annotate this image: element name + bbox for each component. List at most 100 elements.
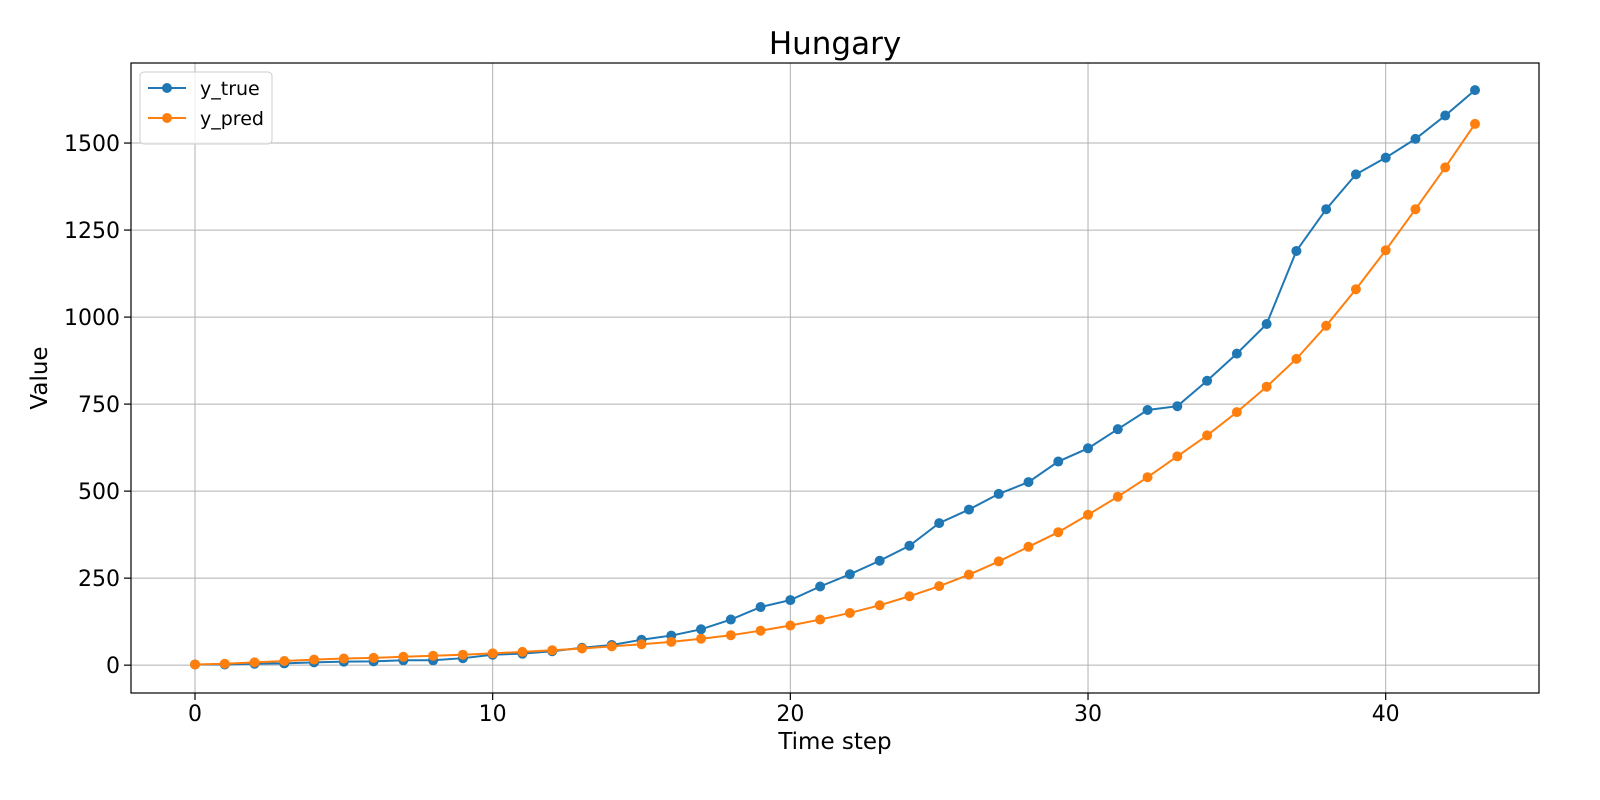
- x-tick-label: 30: [1074, 702, 1102, 727]
- data-point: [1083, 443, 1094, 454]
- data-point: [785, 595, 796, 606]
- data-point: [338, 653, 349, 664]
- data-point: [1231, 348, 1242, 359]
- y-axis-label: Value: [27, 346, 53, 409]
- data-point: [1142, 472, 1153, 483]
- data-point: [874, 555, 885, 566]
- data-point: [1261, 319, 1272, 330]
- data-point: [368, 652, 379, 663]
- data-point: [963, 569, 974, 580]
- data-point: [190, 659, 200, 670]
- y-tick-label: 500: [78, 480, 120, 505]
- data-point: [1350, 284, 1361, 295]
- data-point: [547, 645, 558, 656]
- legend-item-y-true: y_true: [148, 78, 260, 100]
- data-point: [1470, 85, 1480, 96]
- data-point: [1410, 204, 1421, 215]
- data-point: [279, 655, 290, 666]
- data-point: [1053, 527, 1064, 538]
- legend-marker: [162, 83, 172, 93]
- y-tick-label: 0: [106, 654, 120, 679]
- data-point: [1231, 407, 1242, 418]
- data-point: [606, 641, 617, 652]
- data-point: [1142, 405, 1153, 416]
- data-point: [1023, 541, 1034, 552]
- legend-label: y_true: [200, 78, 260, 100]
- x-tick-label: 10: [479, 702, 507, 727]
- data-point: [1112, 491, 1123, 502]
- data-point: [934, 518, 945, 529]
- data-point: [1202, 430, 1213, 441]
- series-y-true: [190, 85, 1480, 670]
- data-point: [1380, 245, 1391, 256]
- legend-label: y_pred: [200, 108, 264, 130]
- series-line: [194, 123, 1476, 666]
- data-point: [755, 625, 766, 636]
- data-point: [1470, 118, 1480, 129]
- data-point: [844, 607, 855, 618]
- data-point: [1321, 204, 1332, 215]
- data-point: [725, 630, 736, 641]
- data-point: [696, 633, 707, 644]
- data-point: [1053, 456, 1064, 467]
- data-point: [428, 650, 439, 661]
- data-point: [1380, 152, 1391, 163]
- data-point: [1321, 320, 1332, 331]
- legend-item-y-pred: y_pred: [148, 108, 264, 130]
- axis-ticks: 0 10 20 30 40 0 250 500 750 1000 1250 1500: [64, 132, 1400, 727]
- data-point: [666, 636, 677, 647]
- data-point: [1023, 477, 1034, 488]
- data-point: [1202, 375, 1213, 386]
- data-point: [1440, 162, 1451, 173]
- data-point: [874, 600, 885, 611]
- data-point: [576, 643, 587, 654]
- data-point: [844, 569, 855, 580]
- y-tick-label: 1250: [64, 219, 120, 244]
- x-tick-label: 20: [776, 702, 804, 727]
- data-point: [398, 651, 409, 662]
- data-point: [487, 648, 498, 659]
- data-point: [696, 624, 707, 635]
- x-tick-label: 40: [1372, 702, 1400, 727]
- data-point: [1261, 381, 1272, 392]
- data-point: [219, 658, 230, 669]
- grid-lines: [131, 63, 1539, 693]
- data-point: [725, 614, 736, 625]
- series-y-pred: [190, 118, 1480, 670]
- data-point: [249, 657, 260, 668]
- legend-box: [139, 71, 273, 145]
- y-tick-label: 1500: [64, 132, 120, 157]
- data-point: [934, 581, 945, 592]
- data-point: [815, 581, 826, 592]
- data-point: [993, 556, 1004, 567]
- y-tick-label: 1000: [64, 306, 120, 331]
- data-point: [904, 540, 915, 551]
- data-point: [785, 620, 796, 631]
- data-point: [517, 646, 528, 657]
- x-axis-label: Time step: [777, 729, 891, 755]
- y-tick-label: 250: [78, 567, 120, 592]
- data-point: [1440, 110, 1451, 121]
- data-point: [309, 654, 320, 665]
- data-point: [755, 602, 766, 613]
- data-point: [1410, 133, 1421, 144]
- series-layer: [190, 85, 1480, 670]
- data-point: [815, 614, 826, 625]
- data-point: [904, 591, 915, 602]
- data-point: [1083, 509, 1094, 520]
- data-point: [1350, 169, 1361, 180]
- legend: y_true y_pred: [139, 71, 273, 145]
- plot-frame: [130, 62, 1540, 694]
- data-point: [457, 649, 468, 660]
- data-point: [1291, 353, 1302, 364]
- data-point: [1172, 451, 1183, 462]
- data-point: [1172, 401, 1183, 412]
- data-point: [1291, 245, 1302, 256]
- legend-marker: [162, 113, 172, 123]
- y-tick-label: 750: [78, 393, 120, 418]
- data-point: [636, 639, 647, 650]
- chart-title: Hungary: [769, 26, 901, 62]
- data-point: [993, 488, 1004, 499]
- data-point: [1112, 424, 1123, 435]
